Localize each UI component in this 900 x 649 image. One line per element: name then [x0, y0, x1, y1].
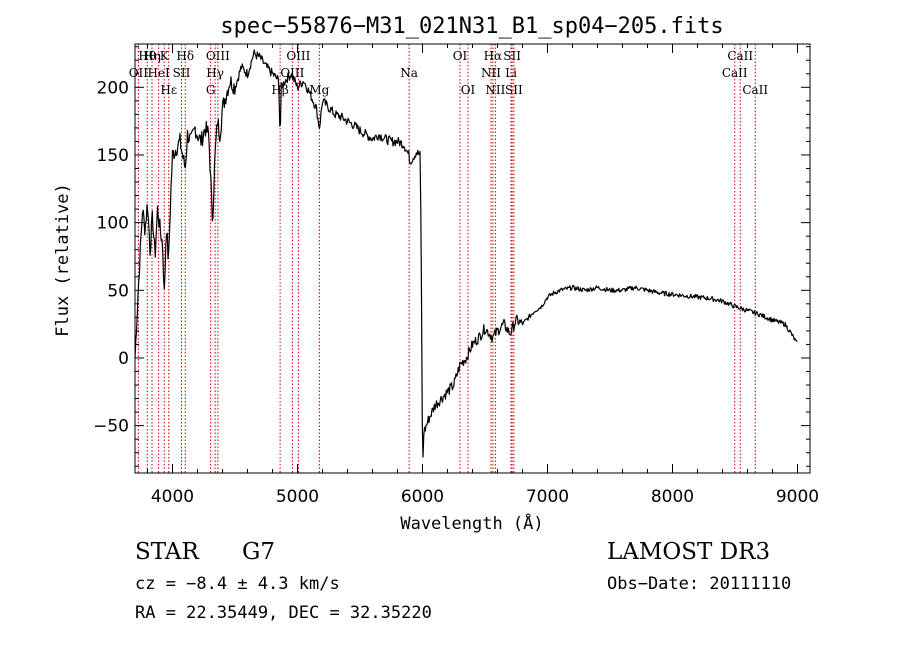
spectral-line-label-16: OI: [453, 49, 468, 63]
x-tick-label: 6000: [401, 487, 444, 507]
spectral-line-label-8: OIII: [206, 49, 230, 63]
chart-title: spec−55876−M31_021N31_B1_sp04−205.fits: [220, 14, 723, 39]
spectral-line-label-11: Hβ: [271, 83, 288, 97]
y-tick-label: 50: [107, 281, 129, 301]
spectral-line-label-14: Mg: [309, 83, 329, 97]
y-tick-label: 150: [97, 146, 129, 166]
spectral-line-label-12: OIII: [286, 49, 310, 63]
observation-date: Obs−Date: 20111110: [607, 574, 792, 594]
spectral-line-markers: [137, 44, 756, 473]
y-tick-label: 200: [97, 78, 129, 98]
spectral-line-label-26: CaII: [742, 83, 768, 97]
spectral-line-label-7: SII: [173, 66, 191, 80]
object-class: STAR: [135, 539, 199, 565]
spectral-line-label-17: OI: [461, 83, 476, 97]
coordinates: RA = 22.35449, DEC = 32.35220: [135, 603, 432, 623]
spectral-line-label-21: SII: [503, 49, 521, 63]
spectral-line-label-15: Na: [400, 66, 418, 80]
y-tick-label: 0: [118, 349, 129, 369]
spectral-line-label-4: K: [160, 49, 170, 63]
x-tick-label: 9000: [776, 487, 819, 507]
spectral-line-label-0: Hθ: [138, 49, 156, 63]
spectral-line-label-2: Hη: [143, 49, 161, 63]
plot-frame: [134, 43, 811, 474]
x-tick-label: 8000: [651, 487, 694, 507]
spectral-line-label-9: Hγ: [206, 66, 224, 80]
x-tick-label: 7000: [526, 487, 569, 507]
y-tick-label: −50: [93, 417, 129, 437]
spectral-line-label-5: Hε: [160, 83, 177, 97]
spectral-line-label-6: Hδ: [176, 49, 194, 63]
spectral-line-label-20: NII: [485, 83, 505, 97]
spectral-line-label-10: G: [206, 83, 216, 97]
x-axis-label: Wavelength (Å): [400, 512, 543, 534]
x-axis: 4000 5000 6000 7000 8000 9000: [147, 44, 819, 507]
survey-name: LAMOST DR3: [607, 539, 771, 565]
spectral-line-label-13: OIII: [280, 66, 304, 80]
spectral-line-label-19: NII: [481, 66, 501, 80]
object-subclass: G7: [242, 539, 276, 565]
spectrum-line: [134, 49, 798, 458]
redshift-cz: cz = −8.4 ± 4.3 km/s: [135, 574, 340, 594]
spectral-line-label-24: CaII: [722, 66, 748, 80]
spectral-line-label-18: Hα: [484, 49, 503, 63]
spectral-line-label-3: HeI: [147, 66, 170, 80]
x-tick-label: 4000: [151, 487, 194, 507]
y-axis-label: Flux (relative): [53, 183, 73, 337]
spectral-line-label-23: SII: [505, 83, 523, 97]
x-tick-label: 5000: [276, 487, 319, 507]
spectral-line-labels: Hθ OII Hη HeI K Hε Hδ SII OIII Hγ G Hβ OIII OIII Mg Na O…: [129, 49, 769, 97]
spectral-line-label-22: Li: [505, 66, 517, 80]
y-tick-label: 100: [97, 214, 129, 234]
y-axis: −50 0 50 100 150 200: [93, 46, 810, 467]
spectral-line-label-25: CaII: [727, 49, 753, 63]
spectral-line-label-1: OII: [129, 66, 149, 80]
